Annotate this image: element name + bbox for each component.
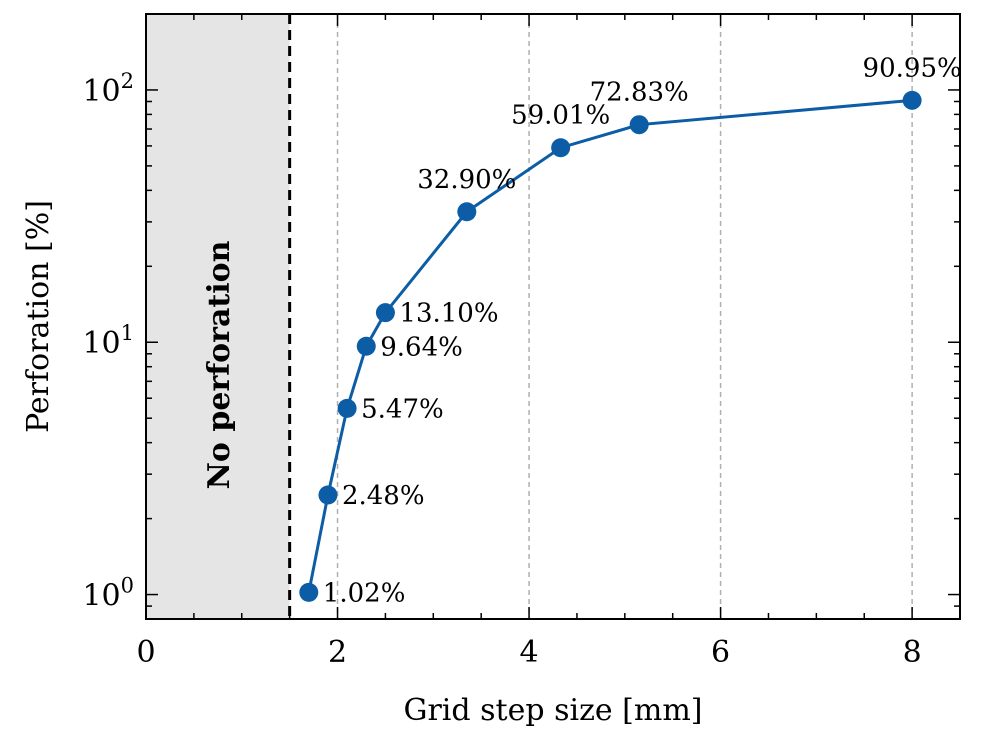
data-point [902,90,922,110]
y-tick-label: 101 [82,321,134,361]
y-tick-base: 10 [82,326,120,361]
x-tick-label: 0 [136,635,155,670]
data-label: 90.95% [863,53,962,83]
data-label: 32.90% [417,165,516,195]
y-axis-title: Perforation [%] [21,200,56,433]
data-point [337,398,357,418]
no-perforation-label: No perforation [202,240,237,489]
x-axis-title: Grid step size [mm] [404,693,703,728]
data-point [457,202,477,222]
x-tick-label: 8 [903,635,922,670]
y-tick-base: 10 [82,74,120,109]
data-label: 13.10% [399,299,498,329]
data-point [318,485,338,505]
data-point [356,336,376,356]
x-tick-label: 2 [328,635,347,670]
data-label: 72.83% [590,78,689,108]
data-point [629,115,649,135]
data-label: 2.48% [342,481,425,511]
y-tick-exponent: 0 [121,574,134,598]
data-point [375,303,395,323]
data-label: 5.47% [361,394,444,424]
plot-frame [145,13,961,620]
y-tick-base: 10 [82,579,120,614]
x-tick-label: 4 [520,635,539,670]
y-tick-label: 100 [82,574,134,614]
shaded-region-layer [146,14,290,619]
y-tick-exponent: 1 [121,321,134,345]
y-tick-label: 102 [82,69,134,109]
y-tick-exponent: 2 [121,69,134,93]
x-tick-label: 6 [711,635,730,670]
frame-layer [145,13,961,620]
data-label: 1.02% [323,578,406,608]
data-point [551,138,571,158]
no-perforation-region [146,14,290,619]
data-label: 59.01% [511,101,610,131]
data-labels-layer: 1.02% 2.48% 5.47% 9.64%13.10% 32.90% 59.01%72… [323,53,962,608]
points-layer [299,90,922,602]
grid-layer [336,14,913,619]
data-label: 9.64% [380,332,463,362]
data-point [299,582,319,602]
